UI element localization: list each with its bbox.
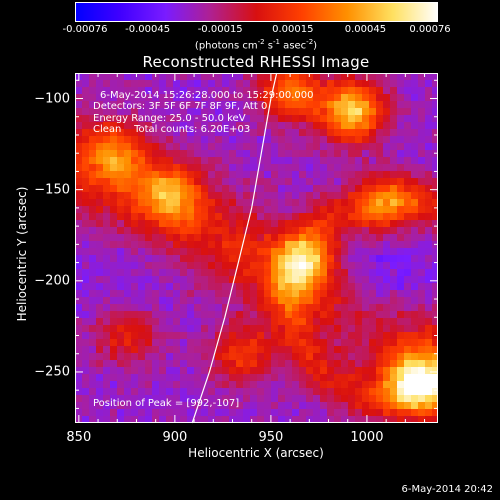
x-tick-label: 850 <box>66 430 92 445</box>
x-tick-label: 950 <box>258 430 284 445</box>
colorbar-tick-label: 0.00076 <box>409 24 451 35</box>
y-tick-label: −100 <box>34 91 70 107</box>
plot-title: Reconstructed RHESSI Image <box>142 53 370 71</box>
solar-limb-curve <box>191 72 278 424</box>
colorbar-tick-label: 0.00015 <box>272 24 314 35</box>
x-axis-label: Heliocentric X (arcsec) <box>188 446 324 460</box>
annotation-detectors: Detectors: 3F 5F 6F 7F 8F 9F, Att 0 <box>93 101 268 112</box>
colorbar-gradient <box>75 2 438 22</box>
x-tick-label: 1000 <box>350 430 384 445</box>
colorbar-tick-label: -0.00076 <box>62 24 108 35</box>
colorbar-frame <box>75 2 438 22</box>
annotation-clean: Clean Total counts: 6.20E+03 <box>93 124 251 135</box>
heatmap-image <box>75 73 438 423</box>
axis-ticks <box>75 73 438 423</box>
colorbar-tick-label: -0.00045 <box>125 24 171 35</box>
x-tick-label: 900 <box>162 430 188 445</box>
annotation-energy: Energy Range: 25.0 - 50.0 keV <box>93 113 246 124</box>
y-tick-label: −200 <box>34 273 70 289</box>
colorbar-unit-label: (photons cm-2 s-1 asec-2) <box>194 38 318 52</box>
plot-area: 6-May-2014 15:26:28.000 to 15:29:00.000 … <box>75 72 438 424</box>
colorbar-tick-label: 0.00045 <box>344 24 387 35</box>
y-axis-label: Heliocentric Y (arcsec) <box>15 186 29 322</box>
annotation-peak: Position of Peak = [992,-107] <box>93 398 240 409</box>
generation-datestamp: 6-May-2014 20:42 <box>401 484 493 495</box>
annotation-time: 6-May-2014 15:26:28.000 to 15:29:00.000 <box>100 90 314 101</box>
plot-frame <box>75 73 438 423</box>
colorbar-tick-label: -0.00015 <box>197 24 243 35</box>
plot-overlay <box>75 72 438 424</box>
y-tick-label: −150 <box>34 182 70 198</box>
y-tick-label: −250 <box>34 364 70 380</box>
